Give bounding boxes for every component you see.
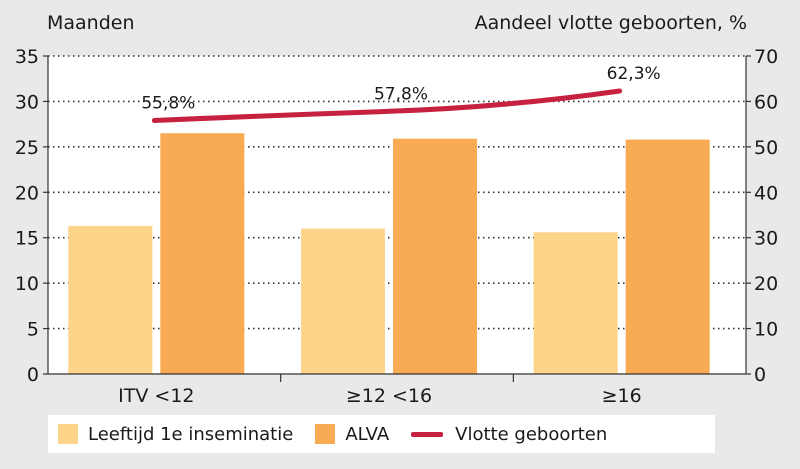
y2-tick-label: 0 [754, 364, 766, 386]
data-label: 55,8% [141, 94, 195, 114]
legend-item-vlotte: Vlotte geboorten [411, 424, 607, 445]
y-tick-label: 30 [15, 91, 39, 113]
bar-alva [160, 133, 245, 374]
x-tick-label: ≥16 [602, 385, 642, 407]
tick-labels: ITV <12 ≥12 <16 ≥16 0 5 10 15 20 25 30 35 0 10 20 30 40… [15, 46, 778, 407]
y2-tick-label: 30 [754, 228, 778, 250]
legend-label-vlotte: Vlotte geboorten [455, 423, 608, 445]
y-tick-label: 5 [27, 319, 39, 341]
legend-swatch-alva [315, 424, 336, 444]
line-series: 55,8% 57,8% 62,3% [141, 64, 661, 124]
x-tick-label: ≥12 <16 [346, 385, 432, 407]
y2-tick-label: 60 [754, 91, 778, 113]
bars [68, 133, 710, 374]
legend-swatch-leeftijd [58, 424, 78, 444]
y-tick-label: 20 [15, 182, 39, 204]
bar-leeftijd [533, 232, 618, 374]
data-label: 62,3% [607, 64, 661, 84]
y2-tick-label: 50 [754, 137, 778, 159]
bar-alva [393, 138, 477, 374]
y2-tick-label: 70 [754, 46, 778, 68]
data-label: 57,8% [374, 84, 428, 104]
y2-tick-label: 40 [754, 182, 778, 204]
bar-alva [625, 139, 710, 374]
y-tick-label: 15 [15, 228, 39, 250]
left-axis-title: Maanden [47, 12, 135, 34]
y-tick-label: 0 [27, 364, 39, 386]
legend-swatch-vlotte [411, 431, 444, 437]
x-tick-label: ITV <12 [118, 385, 194, 407]
line-vlotte-geboorten [151, 88, 623, 124]
legend-item-leeftijd: Leeftijd 1e inseminatie [58, 424, 293, 445]
axes [43, 55, 751, 382]
y2-tick-label: 10 [754, 319, 778, 341]
legend: Leeftijd 1e inseminatie ALVA Vlotte gebo… [48, 415, 715, 453]
legend-item-alva: ALVA [315, 424, 389, 445]
legend-label-leeftijd: Leeftijd 1e inseminatie [88, 423, 294, 445]
legend-label-alva: ALVA [345, 423, 390, 445]
y-tick-label: 35 [15, 46, 39, 68]
bar-leeftijd [301, 228, 385, 374]
y2-tick-label: 20 [754, 273, 778, 295]
y-tick-label: 25 [15, 137, 39, 159]
right-axis-title: Aandeel vlotte geboorten, % [475, 12, 747, 34]
y-tick-label: 10 [15, 273, 39, 295]
bar-leeftijd [68, 225, 153, 374]
